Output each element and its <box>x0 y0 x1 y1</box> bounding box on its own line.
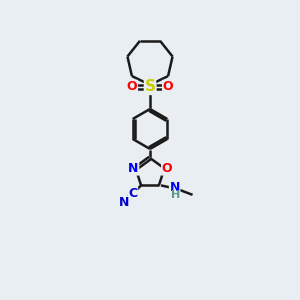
Text: S: S <box>145 80 155 94</box>
Text: O: O <box>162 162 172 175</box>
Text: O: O <box>127 80 137 93</box>
Text: N: N <box>145 78 155 91</box>
Text: N: N <box>119 196 129 209</box>
Text: H: H <box>171 190 180 200</box>
Text: C: C <box>128 187 137 200</box>
Text: O: O <box>163 80 173 93</box>
Text: N: N <box>128 162 139 175</box>
Text: N: N <box>169 181 180 194</box>
